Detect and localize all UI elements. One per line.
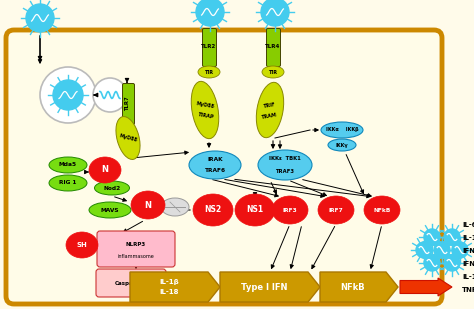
Text: IFN-α: IFN-α <box>462 261 474 267</box>
Text: MAVS: MAVS <box>101 208 119 213</box>
Ellipse shape <box>94 181 129 195</box>
Text: N: N <box>101 166 109 175</box>
Circle shape <box>444 229 460 245</box>
Ellipse shape <box>198 66 220 78</box>
Polygon shape <box>320 272 398 302</box>
Text: inflammasome: inflammasome <box>118 255 155 260</box>
Text: NS2: NS2 <box>204 205 221 214</box>
Text: IFN-β: IFN-β <box>462 248 474 254</box>
Circle shape <box>196 0 224 26</box>
Text: TIR: TIR <box>268 70 277 74</box>
Ellipse shape <box>89 202 131 218</box>
Ellipse shape <box>258 150 312 180</box>
Text: TRAF3: TRAF3 <box>275 169 294 174</box>
Text: Caspase-1: Caspase-1 <box>115 281 147 286</box>
Ellipse shape <box>272 196 308 224</box>
Ellipse shape <box>131 191 165 219</box>
Ellipse shape <box>49 175 87 191</box>
Circle shape <box>452 242 468 258</box>
Text: TNF-α: TNF-α <box>462 287 474 293</box>
Polygon shape <box>220 272 320 302</box>
Text: IKKα    IKKβ: IKKα IKKβ <box>326 128 358 133</box>
Text: IRF7: IRF7 <box>328 208 343 213</box>
Text: IKKε  TBK1: IKKε TBK1 <box>269 156 301 161</box>
Text: TRAF6: TRAF6 <box>204 168 226 173</box>
Text: NFkB: NFkB <box>341 282 365 291</box>
FancyBboxPatch shape <box>97 231 175 267</box>
Text: IL-1β: IL-1β <box>159 279 179 285</box>
Text: TLR7: TLR7 <box>126 97 130 111</box>
Ellipse shape <box>321 122 363 138</box>
Text: SH: SH <box>77 242 87 248</box>
FancyBboxPatch shape <box>96 269 166 297</box>
Text: IL-18: IL-18 <box>159 289 179 295</box>
Ellipse shape <box>49 157 87 173</box>
Ellipse shape <box>191 81 219 139</box>
Circle shape <box>26 4 54 32</box>
Ellipse shape <box>256 82 284 138</box>
Ellipse shape <box>189 151 241 179</box>
Text: MyD88: MyD88 <box>195 101 215 109</box>
Circle shape <box>40 67 96 123</box>
Circle shape <box>261 0 289 26</box>
Circle shape <box>53 80 83 110</box>
Text: NFkB: NFkB <box>374 208 391 213</box>
Polygon shape <box>130 272 220 302</box>
Ellipse shape <box>328 139 356 151</box>
Text: TLR2: TLR2 <box>201 44 217 49</box>
Ellipse shape <box>262 66 284 78</box>
Ellipse shape <box>235 194 275 226</box>
Text: TRAM: TRAM <box>261 112 277 120</box>
Circle shape <box>444 255 460 271</box>
FancyBboxPatch shape <box>122 83 135 125</box>
Text: Mda5: Mda5 <box>59 163 77 167</box>
Ellipse shape <box>89 157 121 183</box>
Text: NS1: NS1 <box>246 205 264 214</box>
Text: N: N <box>145 201 152 210</box>
Text: MyD88: MyD88 <box>118 133 138 143</box>
Text: IKKγ: IKKγ <box>336 142 348 147</box>
Ellipse shape <box>66 232 98 258</box>
Text: TIR: TIR <box>204 70 213 74</box>
Text: NLRP3: NLRP3 <box>126 242 146 247</box>
Text: IRF3: IRF3 <box>283 208 297 213</box>
Text: IL-18: IL-18 <box>462 235 474 241</box>
FancyBboxPatch shape <box>202 28 217 66</box>
Text: IL-1β: IL-1β <box>462 274 474 280</box>
FancyBboxPatch shape <box>6 30 442 304</box>
FancyArrow shape <box>400 278 452 296</box>
Circle shape <box>416 242 432 258</box>
Text: TLR4: TLR4 <box>265 44 281 49</box>
Ellipse shape <box>193 194 233 226</box>
Text: Nod2: Nod2 <box>103 185 120 191</box>
Text: IL-6: IL-6 <box>462 222 474 228</box>
Text: RIG 1: RIG 1 <box>59 180 77 185</box>
Ellipse shape <box>318 196 354 224</box>
Text: IRAK: IRAK <box>207 157 223 162</box>
Text: TIRAP: TIRAP <box>198 112 215 120</box>
Ellipse shape <box>364 196 400 224</box>
Ellipse shape <box>161 198 189 216</box>
Text: TRIF: TRIF <box>264 101 276 108</box>
Circle shape <box>424 229 440 245</box>
Circle shape <box>424 255 440 271</box>
FancyBboxPatch shape <box>266 28 281 66</box>
Ellipse shape <box>116 116 140 159</box>
Text: Type I IFN: Type I IFN <box>241 282 287 291</box>
Circle shape <box>434 242 450 258</box>
Circle shape <box>93 78 127 112</box>
